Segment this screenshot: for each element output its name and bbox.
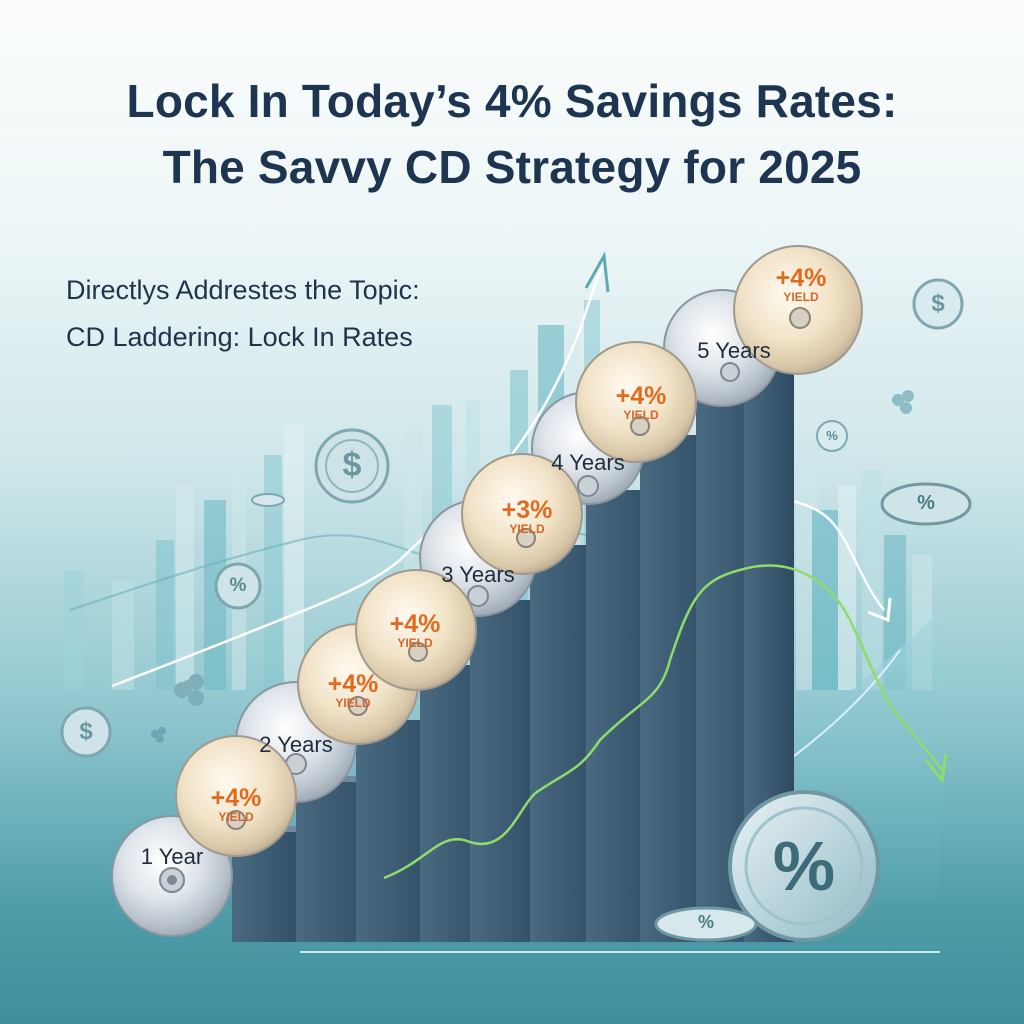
yield-label: +4% YIELD (775, 264, 827, 304)
yield-label: +4% YIELD (327, 670, 379, 710)
percent-coin-icon (214, 562, 262, 610)
percent-symbol: % (697, 912, 714, 932)
page-title-line2: The Savvy CD Strategy for 2025 (162, 141, 862, 193)
dollar-coin-icon (314, 428, 390, 504)
term-label-5-years: 5 Years (697, 338, 771, 363)
percent-coin-icon (728, 790, 880, 942)
term-label-1-year: 1 Year (140, 844, 204, 869)
yield-label: +3% YIELD (501, 496, 553, 536)
percent-coin-icon (880, 482, 972, 526)
dollar-symbol: $ (79, 718, 93, 745)
dollar-symbol: $ (342, 446, 362, 484)
cd-disc-icon (461, 453, 583, 575)
small-coin-icon (251, 493, 285, 507)
subtitle-line2: CD Laddering: Lock In Rates (66, 322, 413, 352)
cd-disc-icon (355, 569, 477, 691)
clover-icon (892, 390, 914, 414)
term-label-2-years: 2 Years (259, 732, 333, 757)
page-title: Lock In Today’s 4% Savings Rates: (126, 75, 898, 127)
cd-disc-icon (733, 245, 863, 375)
term-label-3-years: 3 Years (441, 562, 515, 587)
percent-coin-icon (816, 420, 848, 452)
clover-icon (151, 727, 166, 743)
yield-label: +4% YIELD (615, 382, 667, 422)
percent-coin-icon (654, 906, 758, 942)
dollar-coin-icon (60, 706, 112, 758)
percent-symbol: % (826, 428, 838, 443)
dollar-coin-icon (912, 278, 964, 330)
percent-symbol: % (229, 575, 247, 596)
green-trend-line (383, 564, 944, 880)
yield-label: +4% YIELD (389, 610, 441, 650)
clover-icon (174, 674, 204, 706)
white-down-arrow-icon (867, 597, 892, 623)
green-trend-arrow-icon (924, 753, 948, 784)
term-label-4-years: 4 Years (551, 450, 625, 475)
ladder-steps (224, 320, 794, 942)
yield-label: +4% YIELD (210, 784, 262, 824)
subtitle-line1: Directlys Addrestes the Topic: (66, 275, 420, 305)
dollar-symbol: $ (931, 290, 945, 317)
cd-disc-icon (175, 735, 297, 857)
white-trend-arrow-icon (584, 251, 610, 293)
percent-symbol: % (772, 827, 836, 905)
cd-disc-icon (575, 341, 697, 463)
percent-symbol: % (917, 492, 935, 514)
